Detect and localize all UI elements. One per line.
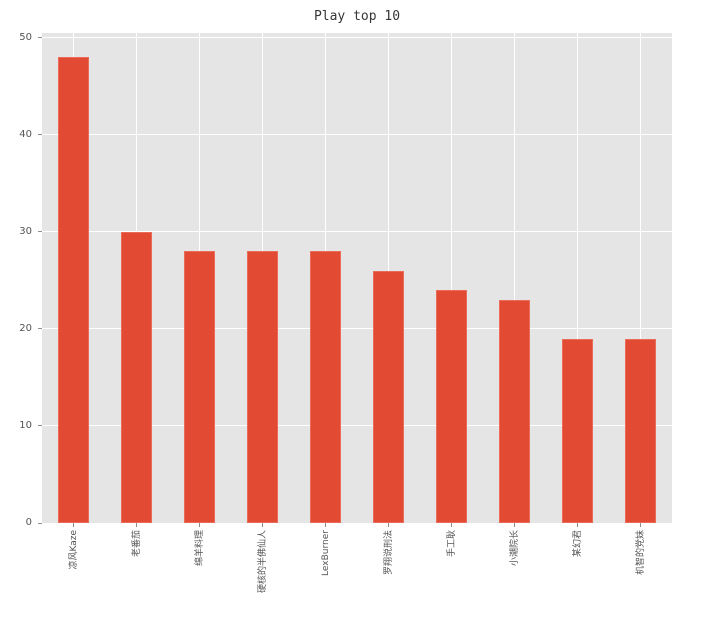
bar — [561, 338, 594, 523]
x-tick-mark — [262, 523, 263, 527]
bar — [120, 231, 153, 523]
bar — [498, 299, 531, 523]
plot-area — [42, 33, 672, 524]
x-tick-label: 罗翔说刑法 — [383, 530, 394, 576]
x-tick-label: 某幻君 — [572, 530, 583, 558]
bar — [372, 270, 405, 523]
y-tick-label: 40 — [19, 128, 32, 140]
v-gridline — [451, 33, 452, 523]
y-tick-mark — [38, 134, 42, 136]
x-axis: 凉风Kaze 老番茄 绵羊料理 硬核的半佛仙人 LexBurner 罗翔说刑法 手工耿 小潮院… — [42, 523, 672, 620]
h-gridline — [42, 134, 672, 136]
y-tick-label: 0 — [25, 517, 32, 528]
x-tick-mark — [136, 523, 137, 527]
h-gridline — [42, 37, 672, 39]
x-tick-label: 硬核的半佛仙人 — [257, 530, 268, 594]
y-tick-mark — [38, 328, 42, 330]
h-gridline — [42, 231, 672, 233]
bar — [183, 251, 216, 523]
y-axis: 0 10 20 30 40 50 — [0, 31, 42, 528]
bar — [624, 338, 657, 523]
x-tick-mark — [577, 523, 578, 527]
v-gridline — [640, 33, 641, 523]
x-tick-label: 机智的党妹 — [635, 530, 646, 576]
bar — [57, 57, 90, 523]
x-tick-label: 手工耿 — [446, 530, 457, 558]
bar — [309, 251, 342, 523]
v-gridline — [577, 33, 578, 523]
y-tick-label: 30 — [19, 225, 32, 237]
x-tick-label: 小潮院长 — [509, 530, 520, 567]
chart-title: Play top 10 — [313, 9, 401, 24]
h-gridline — [42, 425, 672, 427]
y-tick-label: 20 — [19, 322, 32, 334]
bar — [435, 290, 468, 523]
v-gridline — [514, 33, 515, 523]
h-gridline — [42, 328, 672, 330]
y-tick-label: 50 — [19, 31, 32, 43]
x-tick-mark — [451, 523, 452, 527]
x-tick-mark — [640, 523, 641, 527]
y-tick-mark — [38, 522, 42, 524]
x-tick-label: 老番茄 — [131, 530, 142, 558]
x-tick-mark — [73, 523, 74, 527]
y-tick-mark — [38, 231, 42, 233]
x-tick-label: LexBurner — [320, 530, 331, 576]
x-tick-mark — [514, 523, 515, 527]
y-tick-label: 10 — [19, 419, 32, 431]
x-tick-label: 绵羊料理 — [194, 530, 205, 567]
x-tick-mark — [388, 523, 389, 527]
h-gridline — [42, 522, 672, 524]
x-tick-mark — [199, 523, 200, 527]
x-tick-mark — [325, 523, 326, 527]
x-tick-label: 凉风Kaze — [68, 530, 79, 570]
y-tick-mark — [38, 37, 42, 39]
bar — [246, 251, 279, 523]
y-tick-mark — [38, 425, 42, 427]
